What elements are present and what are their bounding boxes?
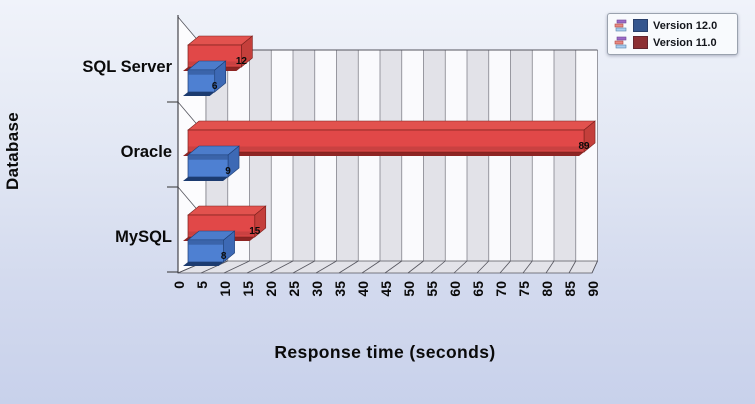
bar-value-label: 6: [212, 81, 218, 92]
legend-label: Version 11.0: [653, 36, 717, 49]
bar-value-label: 12: [236, 56, 248, 67]
x-tick-label: 80: [539, 281, 555, 297]
x-tick-label: 75: [516, 281, 532, 297]
x-axis-ticks: [177, 260, 598, 274]
floor-tick: [591, 260, 598, 274]
floor-tick: [361, 260, 381, 274]
bars: 12 6 89 9 15 8: [183, 35, 596, 266]
bar-top-face: [187, 205, 267, 216]
bar-front-face: [187, 69, 216, 93]
legend-swatch: [633, 19, 648, 32]
category-labels: SQL Server Oracle MySQL: [82, 58, 172, 246]
bar-version-12.0-oracle[interactable]: 9: [183, 145, 240, 181]
bar-front-face: [187, 154, 229, 178]
bar-version-11.0-oracle[interactable]: 89: [183, 120, 596, 156]
category-label-sql-server: SQL Server: [82, 58, 172, 76]
bar-bottom-bevel: [183, 152, 585, 156]
floor-tick: [315, 260, 337, 274]
x-tick-label: 0: [171, 281, 187, 289]
legend-entry-version-11[interactable]: Version 11.0: [614, 36, 731, 49]
x-tick-label: 90: [585, 281, 601, 297]
floor-tick: [430, 260, 446, 274]
legend-label: Version 12.0: [653, 19, 718, 32]
floor-tick: [384, 260, 402, 274]
floor-tick: [545, 260, 555, 274]
floor-tick: [338, 260, 359, 274]
floor-tick: [223, 260, 250, 274]
x-axis-title: Response time (seconds): [274, 342, 496, 362]
bar-version-12.0-sql-server[interactable]: 6: [183, 60, 227, 96]
bar-shade-strip: [188, 155, 228, 160]
floor-tick: [453, 260, 468, 274]
x-tick-label: 5: [194, 281, 210, 289]
x-tick-label: 10: [217, 281, 233, 297]
category-label-oracle: Oracle: [121, 143, 172, 161]
floor-tick: [568, 260, 577, 274]
x-tick-label: 20: [263, 281, 279, 297]
mini-bar-chart-icon: [614, 19, 627, 32]
floor-tick: [200, 260, 228, 274]
x-tick-label: 50: [401, 281, 417, 297]
legend-swatch: [633, 36, 648, 49]
x-tick-label: 30: [309, 281, 325, 297]
legend: Version 12.0 Version 11.0: [607, 13, 738, 55]
bar-bottom-bevel: [183, 262, 224, 266]
x-tick-label: 60: [447, 281, 463, 297]
x-tick-label: 65: [470, 281, 486, 297]
bar-value-label: 89: [578, 141, 590, 152]
bar-front-face: [187, 239, 224, 263]
x-tick-label: 40: [355, 281, 371, 297]
bar-bottom-bevel: [183, 92, 215, 96]
floor-tick: [522, 260, 533, 274]
bar-shade-strip: [188, 146, 584, 151]
x-axis-labels: 0 5 10 15 20 25 30 35 40 45 50 55 60 65 70 75 80 85 90: [171, 281, 601, 297]
y-axis-title: Database: [3, 112, 22, 190]
legend-entry-version-12[interactable]: Version 12.0: [614, 19, 731, 32]
bar-shade-strip: [188, 240, 224, 245]
x-tick-label: 25: [286, 281, 302, 297]
bar-bottom-bevel: [183, 177, 229, 181]
x-tick-label: 15: [240, 281, 256, 297]
bar-version-12.0-mysql[interactable]: 8: [183, 230, 236, 266]
x-tick-label: 70: [493, 281, 509, 297]
floor-tick: [499, 260, 511, 274]
x-tick-label: 35: [332, 281, 348, 297]
category-label-mysql: MySQL: [115, 228, 172, 246]
floor-tick: [269, 260, 294, 274]
bar-top-face: [187, 120, 596, 131]
floor-tick: [292, 260, 315, 274]
x-tick-label: 55: [424, 281, 440, 297]
bar-value-label: 8: [221, 251, 227, 262]
bar-shade-strip: [188, 70, 215, 75]
mini-bar-chart-icon: [614, 36, 627, 49]
x-tick-label: 45: [378, 281, 394, 297]
wall-stripe: [575, 50, 598, 261]
floor-tick: [407, 260, 424, 274]
bar-value-label: 15: [249, 226, 261, 237]
bar-value-label: 9: [225, 166, 231, 177]
x-tick-label: 85: [562, 281, 578, 297]
floor-tick: [476, 260, 490, 274]
floor-tick: [246, 260, 272, 274]
